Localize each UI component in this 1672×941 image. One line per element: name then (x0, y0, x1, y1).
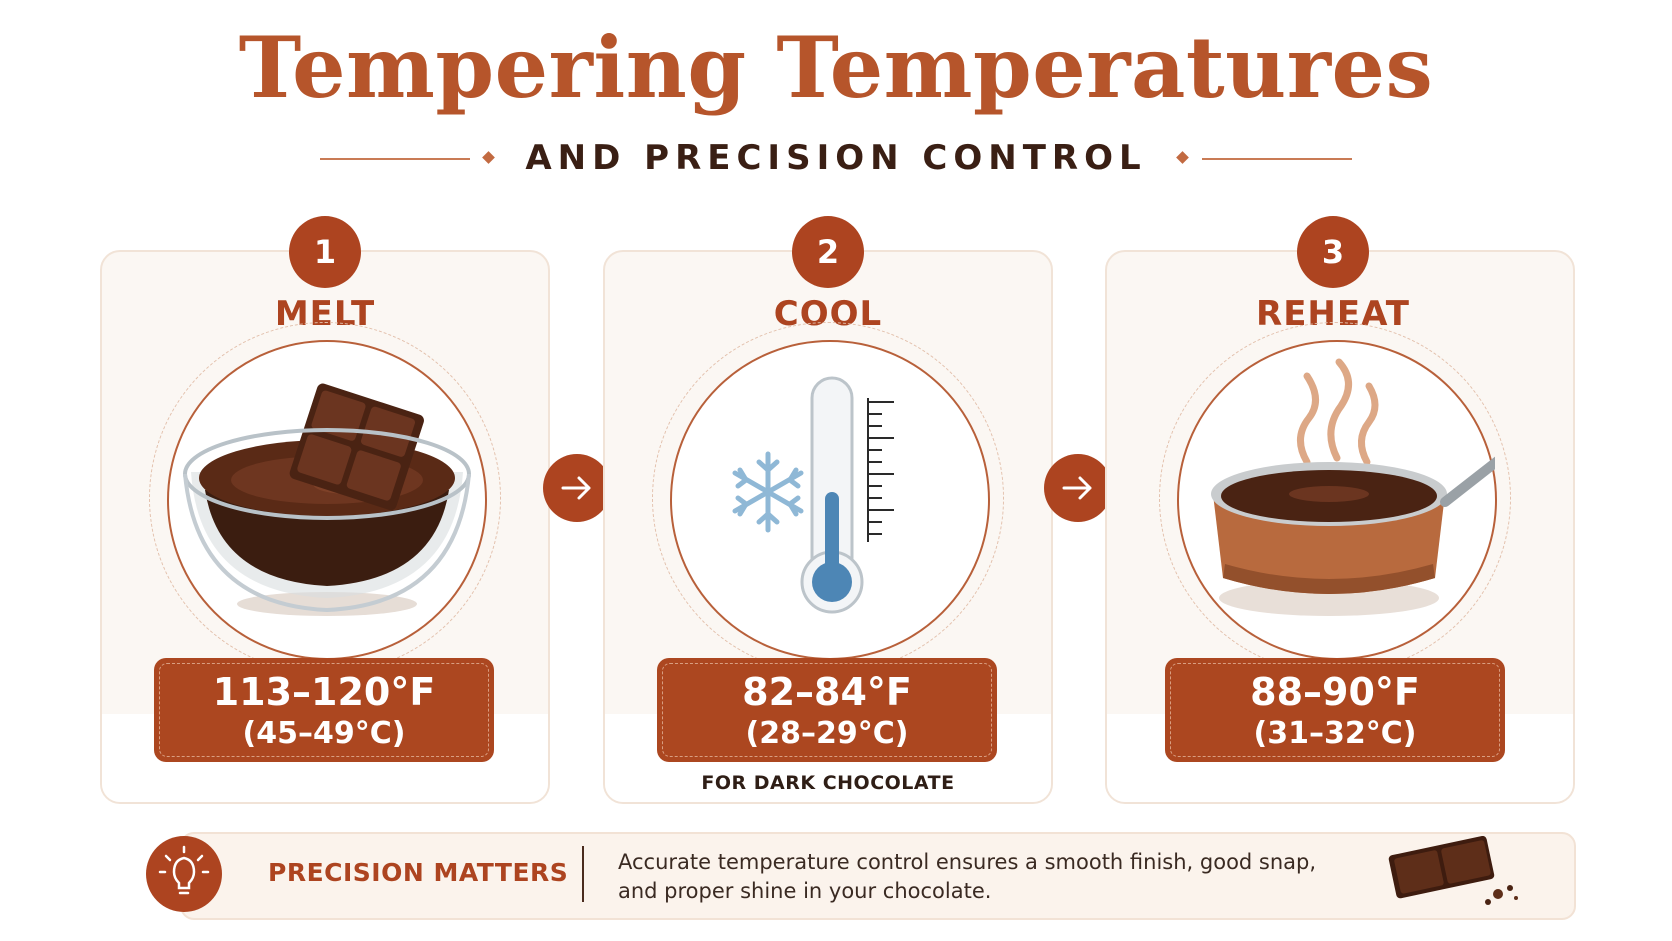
lightbulb-icon (146, 836, 222, 912)
step-number-badge: 2 (792, 216, 864, 288)
step-number-badge: 1 (289, 216, 361, 288)
steaming-pan-icon (1177, 340, 1497, 660)
temperature-box: 82–84°F (28–29°C) (657, 658, 997, 762)
chocolate-pieces-icon (1368, 835, 1528, 920)
page-subtitle: AND PRECISION CONTROL (525, 138, 1147, 178)
banner-title: PRECISION MATTERS (268, 858, 569, 887)
banner-divider (582, 846, 584, 902)
banner-text: Accurate temperature control ensures a s… (618, 850, 1317, 903)
temperature-box: 88–90°F (31–32°C) (1165, 658, 1505, 762)
thermometer-snowflake-icon (670, 340, 990, 660)
temperature-box: 113–120°F (45–49°C) (154, 658, 494, 762)
arrow-right-icon (543, 454, 611, 522)
temp-celsius: (45–49°C) (242, 716, 406, 751)
temp-fahrenheit: 113–120°F (212, 670, 436, 714)
step-note: FOR DARK CHOCOLATE (701, 772, 955, 794)
subtitle-right-line (1202, 158, 1352, 160)
subtitle-left-line (320, 158, 470, 160)
temp-celsius: (31–32°C) (1253, 716, 1417, 751)
step-card-cool: 2 COOL (603, 216, 1053, 804)
step-number-badge: 3 (1297, 216, 1369, 288)
temp-fahrenheit: 88–90°F (1250, 670, 1420, 714)
temp-fahrenheit: 82–84°F (742, 670, 912, 714)
chocolate-bowl-icon (167, 340, 487, 660)
step-card-reheat: 3 REHEAT 88–90°F (31–32°C) (1105, 216, 1575, 804)
precision-banner (180, 832, 1576, 920)
arrow-right-icon (1044, 454, 1112, 522)
temp-celsius: (28–29°C) (745, 716, 909, 751)
step-card-melt: 1 MELT 113–120°F (45–49°C) (100, 216, 550, 804)
page-title: Tempering Temperatures (238, 18, 1434, 117)
subtitle-row: AND PRECISION CONTROL (0, 138, 1672, 178)
